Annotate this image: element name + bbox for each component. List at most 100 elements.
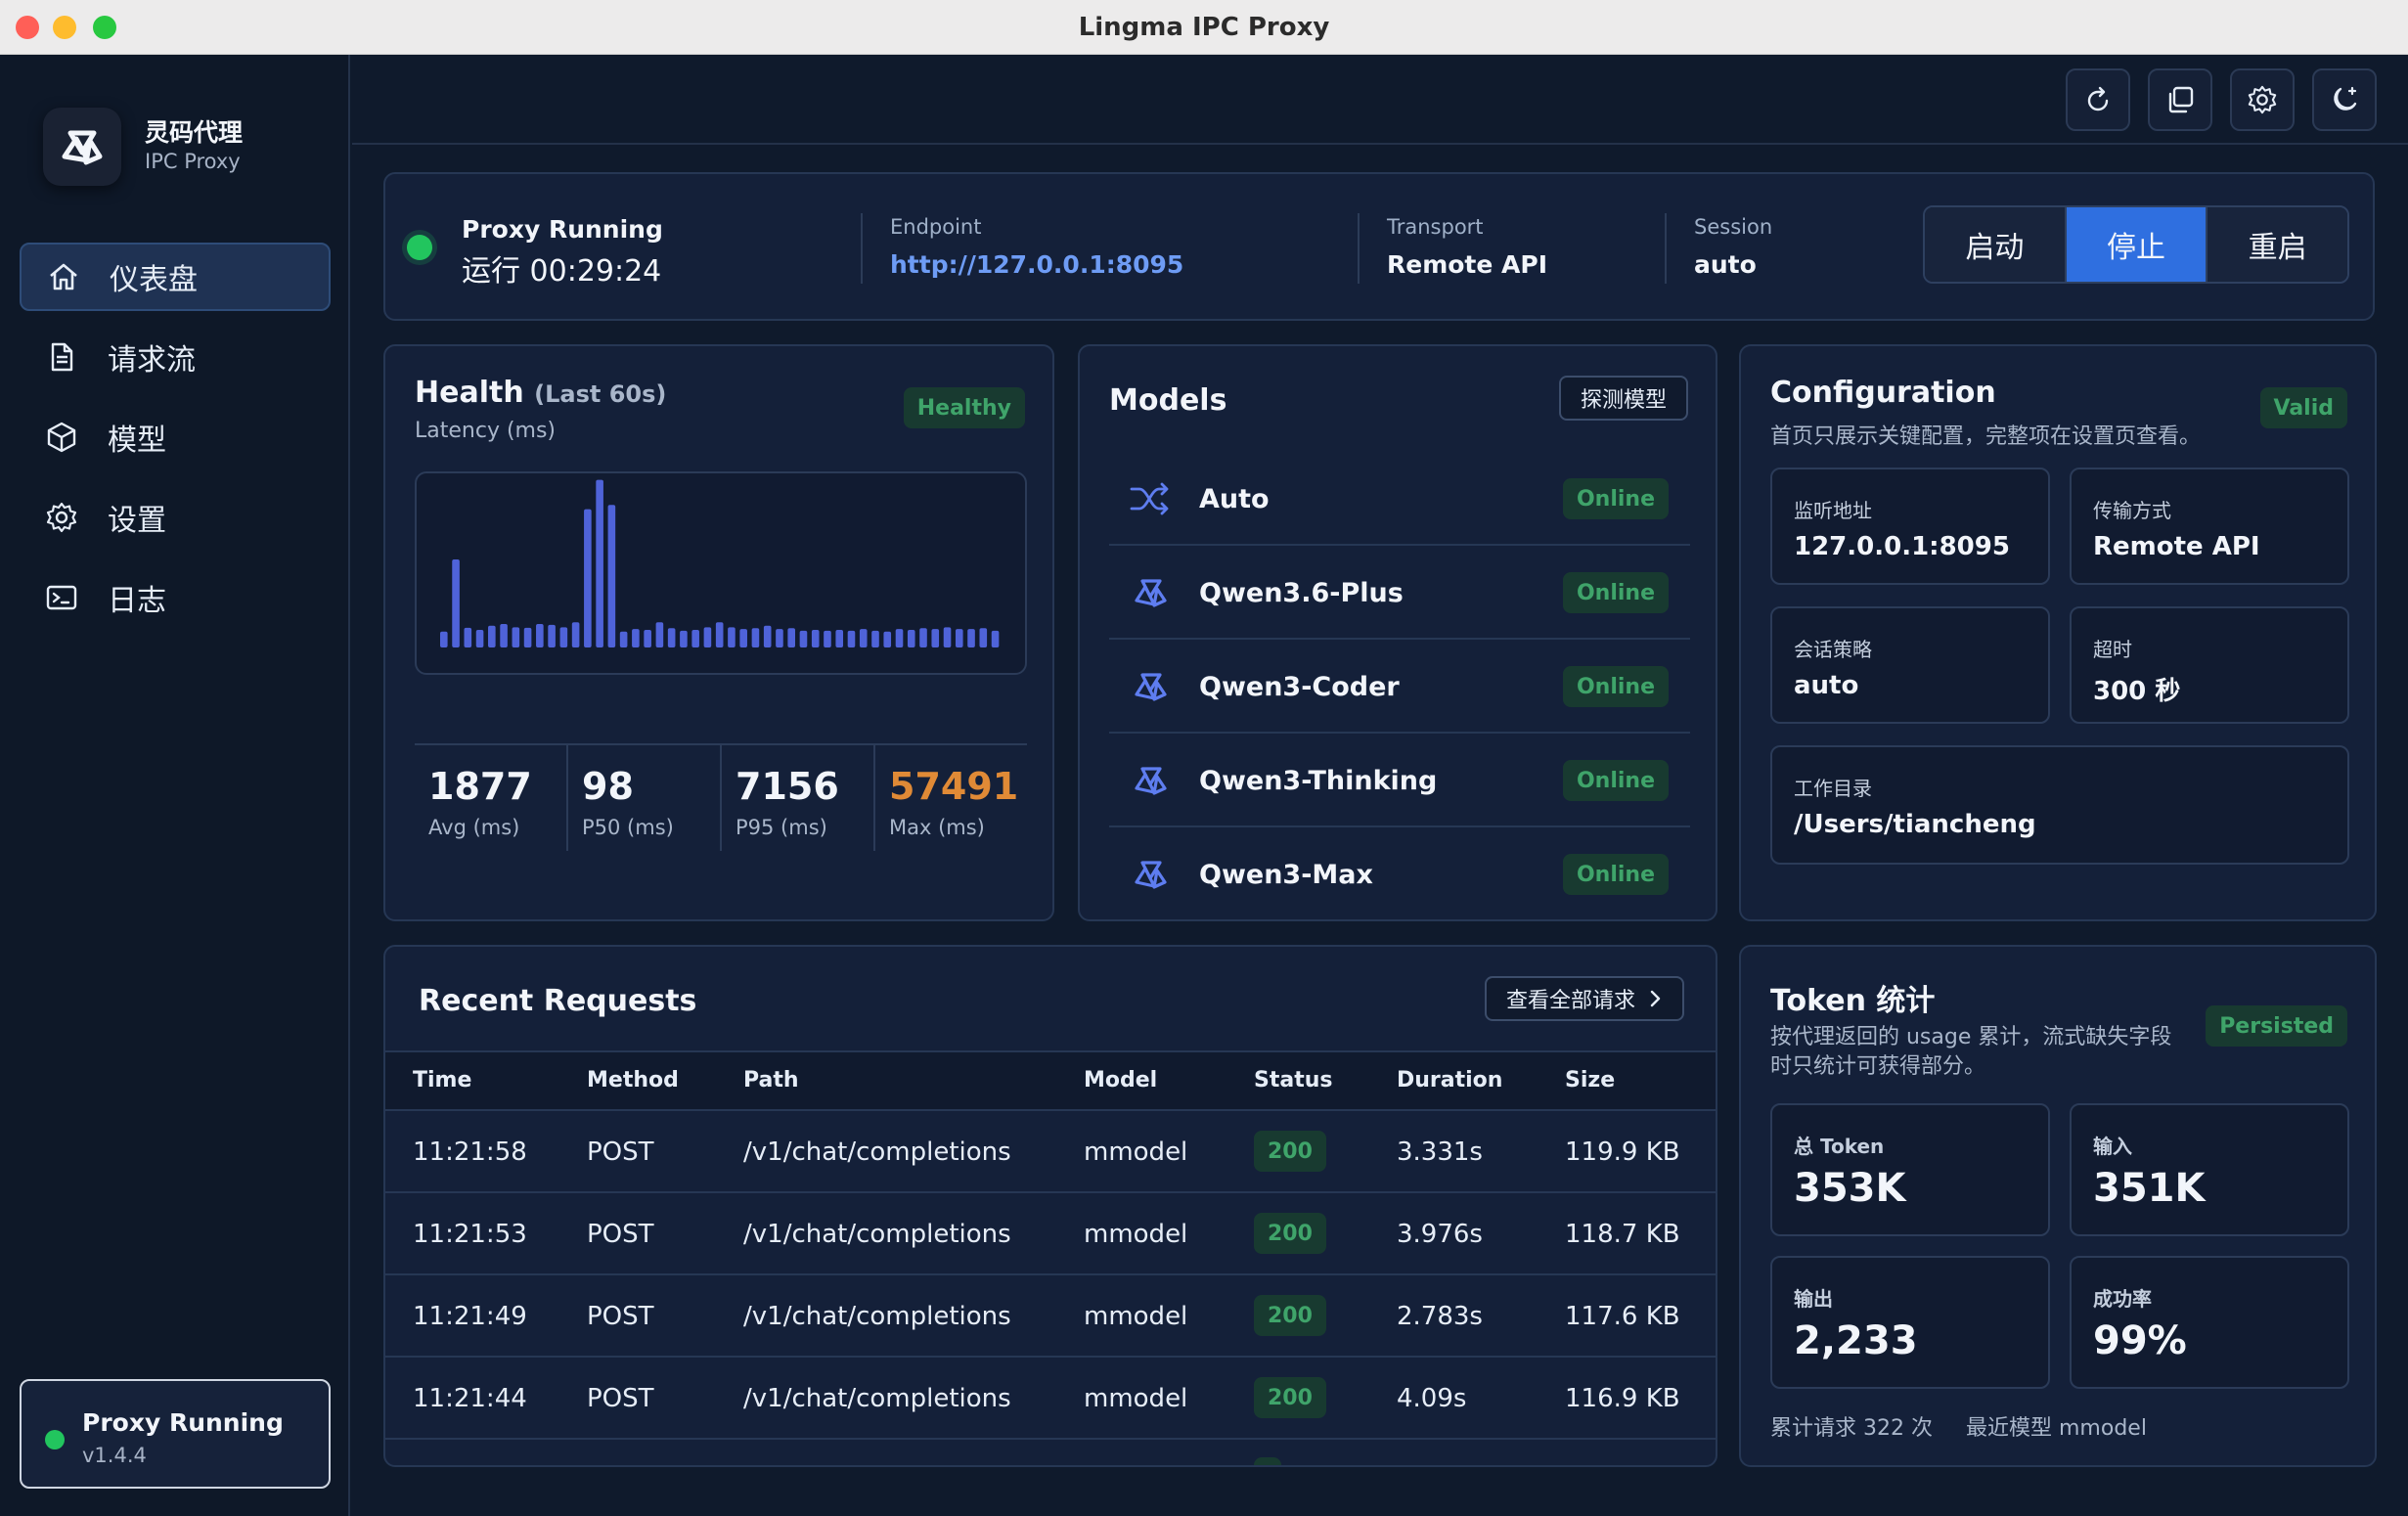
- stat-label: Avg (ms): [428, 816, 520, 839]
- token-value: 353K: [1794, 1166, 1906, 1211]
- cell-model: mmodel: [1084, 1302, 1188, 1331]
- models-title: Models: [1109, 383, 1227, 418]
- copy-button[interactable]: [2148, 68, 2212, 131]
- column-header: Time: [413, 1068, 472, 1092]
- total-requests-count: 累计请求 322 次: [1770, 1416, 1933, 1441]
- latency-bar: [967, 629, 975, 647]
- model-row-qwen3-max[interactable]: Qwen3-Max Online: [1109, 827, 1690, 921]
- latency-stats: 1877 Avg (ms) 98 P50 (ms) 7156 P95 (ms) …: [415, 743, 1027, 851]
- latency-bar: [632, 629, 640, 647]
- table-row[interactable]: 11:21:58 POST /v1/chat/completions mmode…: [385, 1111, 1716, 1193]
- latency-bar: [859, 629, 868, 647]
- stat-p50: 98 P50 (ms): [566, 745, 720, 851]
- latency-bar: [536, 624, 544, 647]
- sidebar-item-dashboard[interactable]: 仪表盘: [20, 243, 331, 311]
- cell-model: mmodel: [1084, 1137, 1188, 1167]
- model-row-qwen3-coder[interactable]: Qwen3-Coder Online: [1109, 640, 1690, 734]
- config-session-policy: 会话策略 auto: [1770, 606, 2050, 724]
- sidebar-item-settings[interactable]: 设置: [20, 483, 331, 552]
- latency-bar: [680, 630, 688, 647]
- stat-value: 7156: [736, 765, 839, 808]
- token-subtitle-line1: 按代理返回的 usage 累计，流式缺失字段: [1770, 1025, 2172, 1049]
- qwen-logo-icon: [1129, 573, 1172, 612]
- refresh-button[interactable]: [2066, 68, 2130, 131]
- configuration-card: Configuration 首页只展示关键配置，完整项在设置页查看。 Valid…: [1739, 344, 2377, 921]
- config-label: 工作目录: [1794, 777, 1872, 800]
- stat-label: P95 (ms): [736, 816, 827, 839]
- divider: [861, 213, 863, 284]
- config-timeout: 超时 300 秒: [2070, 606, 2349, 724]
- config-valid-badge: Valid: [2259, 387, 2347, 428]
- cell-time: 11:21:44: [413, 1384, 527, 1413]
- status-dot: [45, 1430, 65, 1449]
- model-row-auto[interactable]: Auto Online: [1109, 452, 1690, 546]
- status-badge-partial: [1254, 1457, 1281, 1465]
- config-label: 传输方式: [2093, 499, 2171, 522]
- latency-bar: [883, 631, 892, 647]
- cell-duration: 3.331s: [1397, 1137, 1483, 1167]
- latency-bar: [931, 629, 940, 647]
- status-badge: 200: [1254, 1131, 1326, 1172]
- sidebar-status-title: Proxy Running: [82, 1408, 284, 1437]
- config-label: 超时: [2093, 638, 2132, 661]
- model-status-badge: Online: [1562, 478, 1669, 519]
- settings-icon: [2248, 85, 2277, 114]
- latency-bar: [895, 629, 904, 647]
- view-all-requests-button[interactable]: 查看全部请求: [1484, 976, 1684, 1021]
- latency-bar: [500, 624, 508, 647]
- cube-icon: [43, 419, 80, 456]
- minimize-window-button[interactable]: [53, 16, 76, 39]
- models-card: Models 探测模型 Auto Online Qwen3.6-Plus Onl…: [1078, 344, 1717, 921]
- config-label: 监听地址: [1794, 499, 1872, 522]
- sidebar-item-models[interactable]: 模型: [20, 403, 331, 471]
- config-value: 127.0.0.1:8095: [1794, 532, 2010, 561]
- session-label: Session: [1694, 215, 1773, 239]
- recent-requests-card: Recent Requests 查看全部请求 Time Method Path …: [383, 945, 1717, 1467]
- probe-models-button[interactable]: 探测模型: [1558, 376, 1688, 421]
- close-window-button[interactable]: [16, 16, 39, 39]
- theme-toggle-button[interactable]: [2312, 68, 2377, 131]
- divider: [1358, 213, 1360, 284]
- token-total: 总 Token 353K: [1770, 1103, 2050, 1236]
- model-name: Auto: [1199, 484, 1270, 514]
- restart-button[interactable]: 重启: [2207, 207, 2347, 282]
- zoom-window-button[interactable]: [93, 16, 116, 39]
- table-row[interactable]: 11:21:53 POST /v1/chat/completions mmode…: [385, 1193, 1716, 1275]
- cell-size: 116.9 KB: [1565, 1384, 1680, 1413]
- cell-time: 11:21:53: [413, 1220, 527, 1249]
- sidebar: 灵码代理 IPC Proxy 仪表盘 请求流 模型 设置: [0, 55, 350, 1516]
- sidebar-item-label: 请求流: [108, 343, 196, 378]
- latency-bar: [596, 479, 603, 647]
- cell-method: POST: [587, 1302, 654, 1331]
- start-button[interactable]: 启动: [1925, 207, 2067, 282]
- stat-value: 98: [582, 765, 634, 808]
- model-row-qwen3-6-plus[interactable]: Qwen3.6-Plus Online: [1109, 546, 1690, 640]
- stop-button[interactable]: 停止: [2066, 207, 2208, 282]
- latency-bar: [488, 625, 496, 647]
- sidebar-item-label: 模型: [108, 424, 166, 458]
- table-row[interactable]: 11:21:49 POST /v1/chat/completions mmode…: [385, 1275, 1716, 1358]
- qwen-logo-icon: [1129, 855, 1172, 894]
- proxy-control-group: 启动 停止 重启: [1923, 205, 2349, 284]
- model-row-qwen3-thinking[interactable]: Qwen3-Thinking Online: [1109, 734, 1690, 827]
- cell-duration: 2.783s: [1397, 1302, 1483, 1331]
- endpoint-link[interactable]: http://127.0.0.1:8095: [890, 250, 1184, 279]
- config-title: Configuration: [1770, 376, 1996, 410]
- stat-label: Max (ms): [889, 816, 985, 839]
- latency-bar: [907, 630, 915, 647]
- cell-size: 118.7 KB: [1565, 1220, 1680, 1249]
- settings-button[interactable]: [2230, 68, 2295, 131]
- cell-model: mmodel: [1084, 1220, 1188, 1249]
- model-status-badge: Online: [1562, 760, 1669, 801]
- sidebar-item-logs[interactable]: 日志: [20, 563, 331, 632]
- status-badge: 200: [1254, 1295, 1326, 1336]
- sidebar-item-requests[interactable]: 请求流: [20, 323, 331, 391]
- column-header: Duration: [1397, 1068, 1503, 1092]
- latency-bar: [715, 622, 724, 647]
- transport-value: Remote API: [1387, 250, 1548, 279]
- latency-chart: [415, 471, 1027, 675]
- latency-bar: [955, 629, 963, 647]
- table-row[interactable]: 11:21:44 POST /v1/chat/completions mmode…: [385, 1358, 1716, 1440]
- qwen-logo-icon: [1129, 667, 1172, 706]
- latency-bar: [751, 628, 760, 647]
